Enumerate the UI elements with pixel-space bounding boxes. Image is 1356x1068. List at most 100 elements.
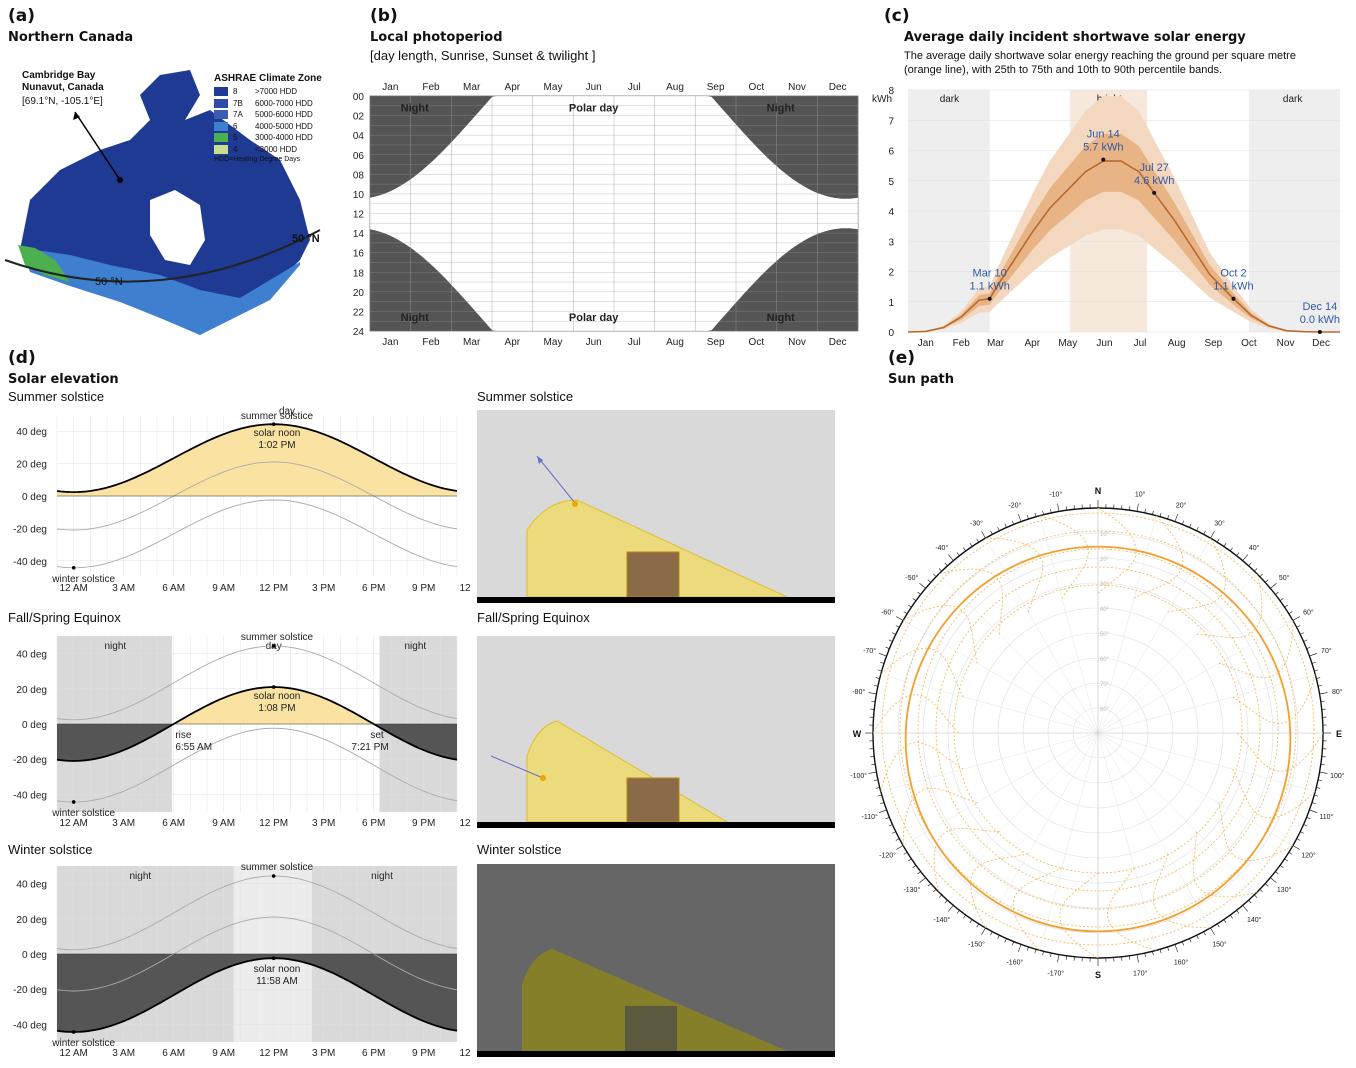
azimuth-tick xyxy=(880,802,885,805)
azimuth-tick xyxy=(1065,506,1067,511)
azimuth-tick xyxy=(1248,900,1252,904)
azimuth-tick xyxy=(912,865,917,868)
y-tick-label: 0 xyxy=(888,328,894,339)
azimuth-tick xyxy=(1050,508,1052,513)
solar-noon-time: 1:08 PM xyxy=(258,703,295,714)
hour-label: 02 xyxy=(353,112,365,123)
azimuth-tick xyxy=(1065,955,1067,960)
hudson-bay xyxy=(150,190,205,265)
legend-range: 3000-4000 HDD xyxy=(255,133,313,142)
annotation-value: 4.6 kWh xyxy=(1134,175,1174,187)
compass-east: E xyxy=(1336,729,1342,739)
azimuth-tick xyxy=(875,787,880,789)
legend-zone: 7B xyxy=(233,98,243,108)
elevation-label: 80° xyxy=(1100,707,1110,713)
dark-band-1-label: dark xyxy=(940,94,960,105)
elevation-chart-summer: day 40 deg 20 deg 0 deg -20 deg -40 deg summer… xyxy=(13,406,470,594)
azimuth-tick xyxy=(1314,669,1319,672)
elevation-curve xyxy=(56,423,458,494)
solar-noon-label: solar noon xyxy=(254,428,301,439)
azimuth-tick xyxy=(1136,503,1139,512)
night-label: night xyxy=(371,871,393,882)
y-tick-label: 1 xyxy=(888,298,894,309)
month-label-top: Jun xyxy=(586,82,602,93)
azimuth-tick xyxy=(956,552,960,556)
azimuth-tick xyxy=(1279,598,1284,601)
hour-tick-label: 12 AM xyxy=(459,1048,470,1059)
azimuth-tick xyxy=(1319,771,1328,774)
solar-energy-chart: darkbrightdark012345678kWhMar 101.1 kWhJ… xyxy=(872,86,1340,349)
hour-tick-label: 3 PM xyxy=(312,818,335,829)
azimuth-line xyxy=(1097,732,1157,951)
solar-noon-point xyxy=(271,685,276,689)
azimuth-tick xyxy=(944,900,948,904)
hour-analemma xyxy=(1012,867,1063,951)
y-tick-label: 6 xyxy=(888,147,894,158)
azimuth-tick xyxy=(1248,562,1252,566)
azimuth-tick xyxy=(938,894,942,898)
azimuth-tick xyxy=(1296,625,1301,628)
legend-title: ASHRAE Climate Zone xyxy=(214,73,322,84)
hour-analemma xyxy=(985,537,1043,613)
legend-zone: 4 xyxy=(233,144,238,154)
elevation-label: 60° xyxy=(1100,657,1110,663)
azimuth-tick xyxy=(963,914,966,919)
hour-analemma xyxy=(1133,515,1184,599)
elev-tick-label: -20 deg xyxy=(13,755,47,766)
azimuth-tick xyxy=(903,611,908,615)
azimuth-tick xyxy=(1316,677,1321,679)
azimuth-tick xyxy=(919,877,926,883)
azimuth-tick xyxy=(1210,927,1215,935)
azimuth-tick xyxy=(990,530,993,535)
hour-tick-label: 6 AM xyxy=(162,583,185,594)
elevation-label: 20° xyxy=(1100,557,1110,563)
legend-swatch xyxy=(214,87,228,97)
azimuth-tick xyxy=(1230,914,1233,919)
sun-path-diagram: 10°20°30°40°50°60°70°80°10°20°30°40°50°6… xyxy=(850,486,1344,980)
azimuth-label: 70° xyxy=(1321,647,1332,655)
month-label-top: May xyxy=(544,82,563,93)
azimuth-tick xyxy=(917,871,921,875)
azimuth-label: 150° xyxy=(1212,940,1227,948)
azimuth-tick xyxy=(1314,794,1319,797)
winter-solstice-point xyxy=(71,800,76,804)
azimuth-tick xyxy=(1296,838,1301,841)
annotation-point xyxy=(1231,296,1236,301)
azimuth-tick xyxy=(1144,953,1146,958)
compass-north: N xyxy=(1095,486,1102,496)
legend-swatch xyxy=(214,133,228,143)
y-tick-label: 2 xyxy=(888,268,894,279)
azimuth-line xyxy=(1039,732,1099,951)
azimuth-tick xyxy=(1174,944,1178,953)
month-tick-label: Nov xyxy=(1277,338,1295,349)
azimuth-line xyxy=(1097,732,1211,928)
elevation-curve xyxy=(56,957,458,1033)
percentile-band-25-75 xyxy=(908,133,1340,332)
annotation-point xyxy=(1317,330,1322,334)
azimuth-tick xyxy=(1159,512,1162,517)
azimuth-tick xyxy=(1300,831,1304,834)
night-label: night xyxy=(104,641,126,652)
canada-south-region xyxy=(22,248,300,335)
azimuth-tick xyxy=(1004,938,1007,943)
month-label-bottom: Feb xyxy=(422,337,440,348)
azimuth-tick xyxy=(948,905,954,912)
azimuth-tick xyxy=(1292,616,1300,621)
azimuth-tick xyxy=(956,910,960,914)
compass-south: S xyxy=(1095,970,1101,980)
azimuth-tick xyxy=(1265,579,1269,583)
azimuth-tick xyxy=(888,824,893,827)
azimuth-tick xyxy=(1196,935,1199,939)
azimuth-label: 130° xyxy=(1277,886,1292,894)
summer-solstice-point xyxy=(271,644,276,648)
month-label-top: Sep xyxy=(707,82,725,93)
annotation-value: 5.7 kWh xyxy=(1083,142,1123,154)
winter-3d-view xyxy=(477,864,835,1057)
hour-label: 24 xyxy=(353,327,365,338)
month-label-top: Nov xyxy=(788,82,806,93)
azimuth-label: -110° xyxy=(862,813,878,821)
hour-label: 20 xyxy=(353,288,365,299)
hour-tick-label: 12 AM xyxy=(459,818,470,829)
azimuth-tick xyxy=(1284,604,1289,608)
